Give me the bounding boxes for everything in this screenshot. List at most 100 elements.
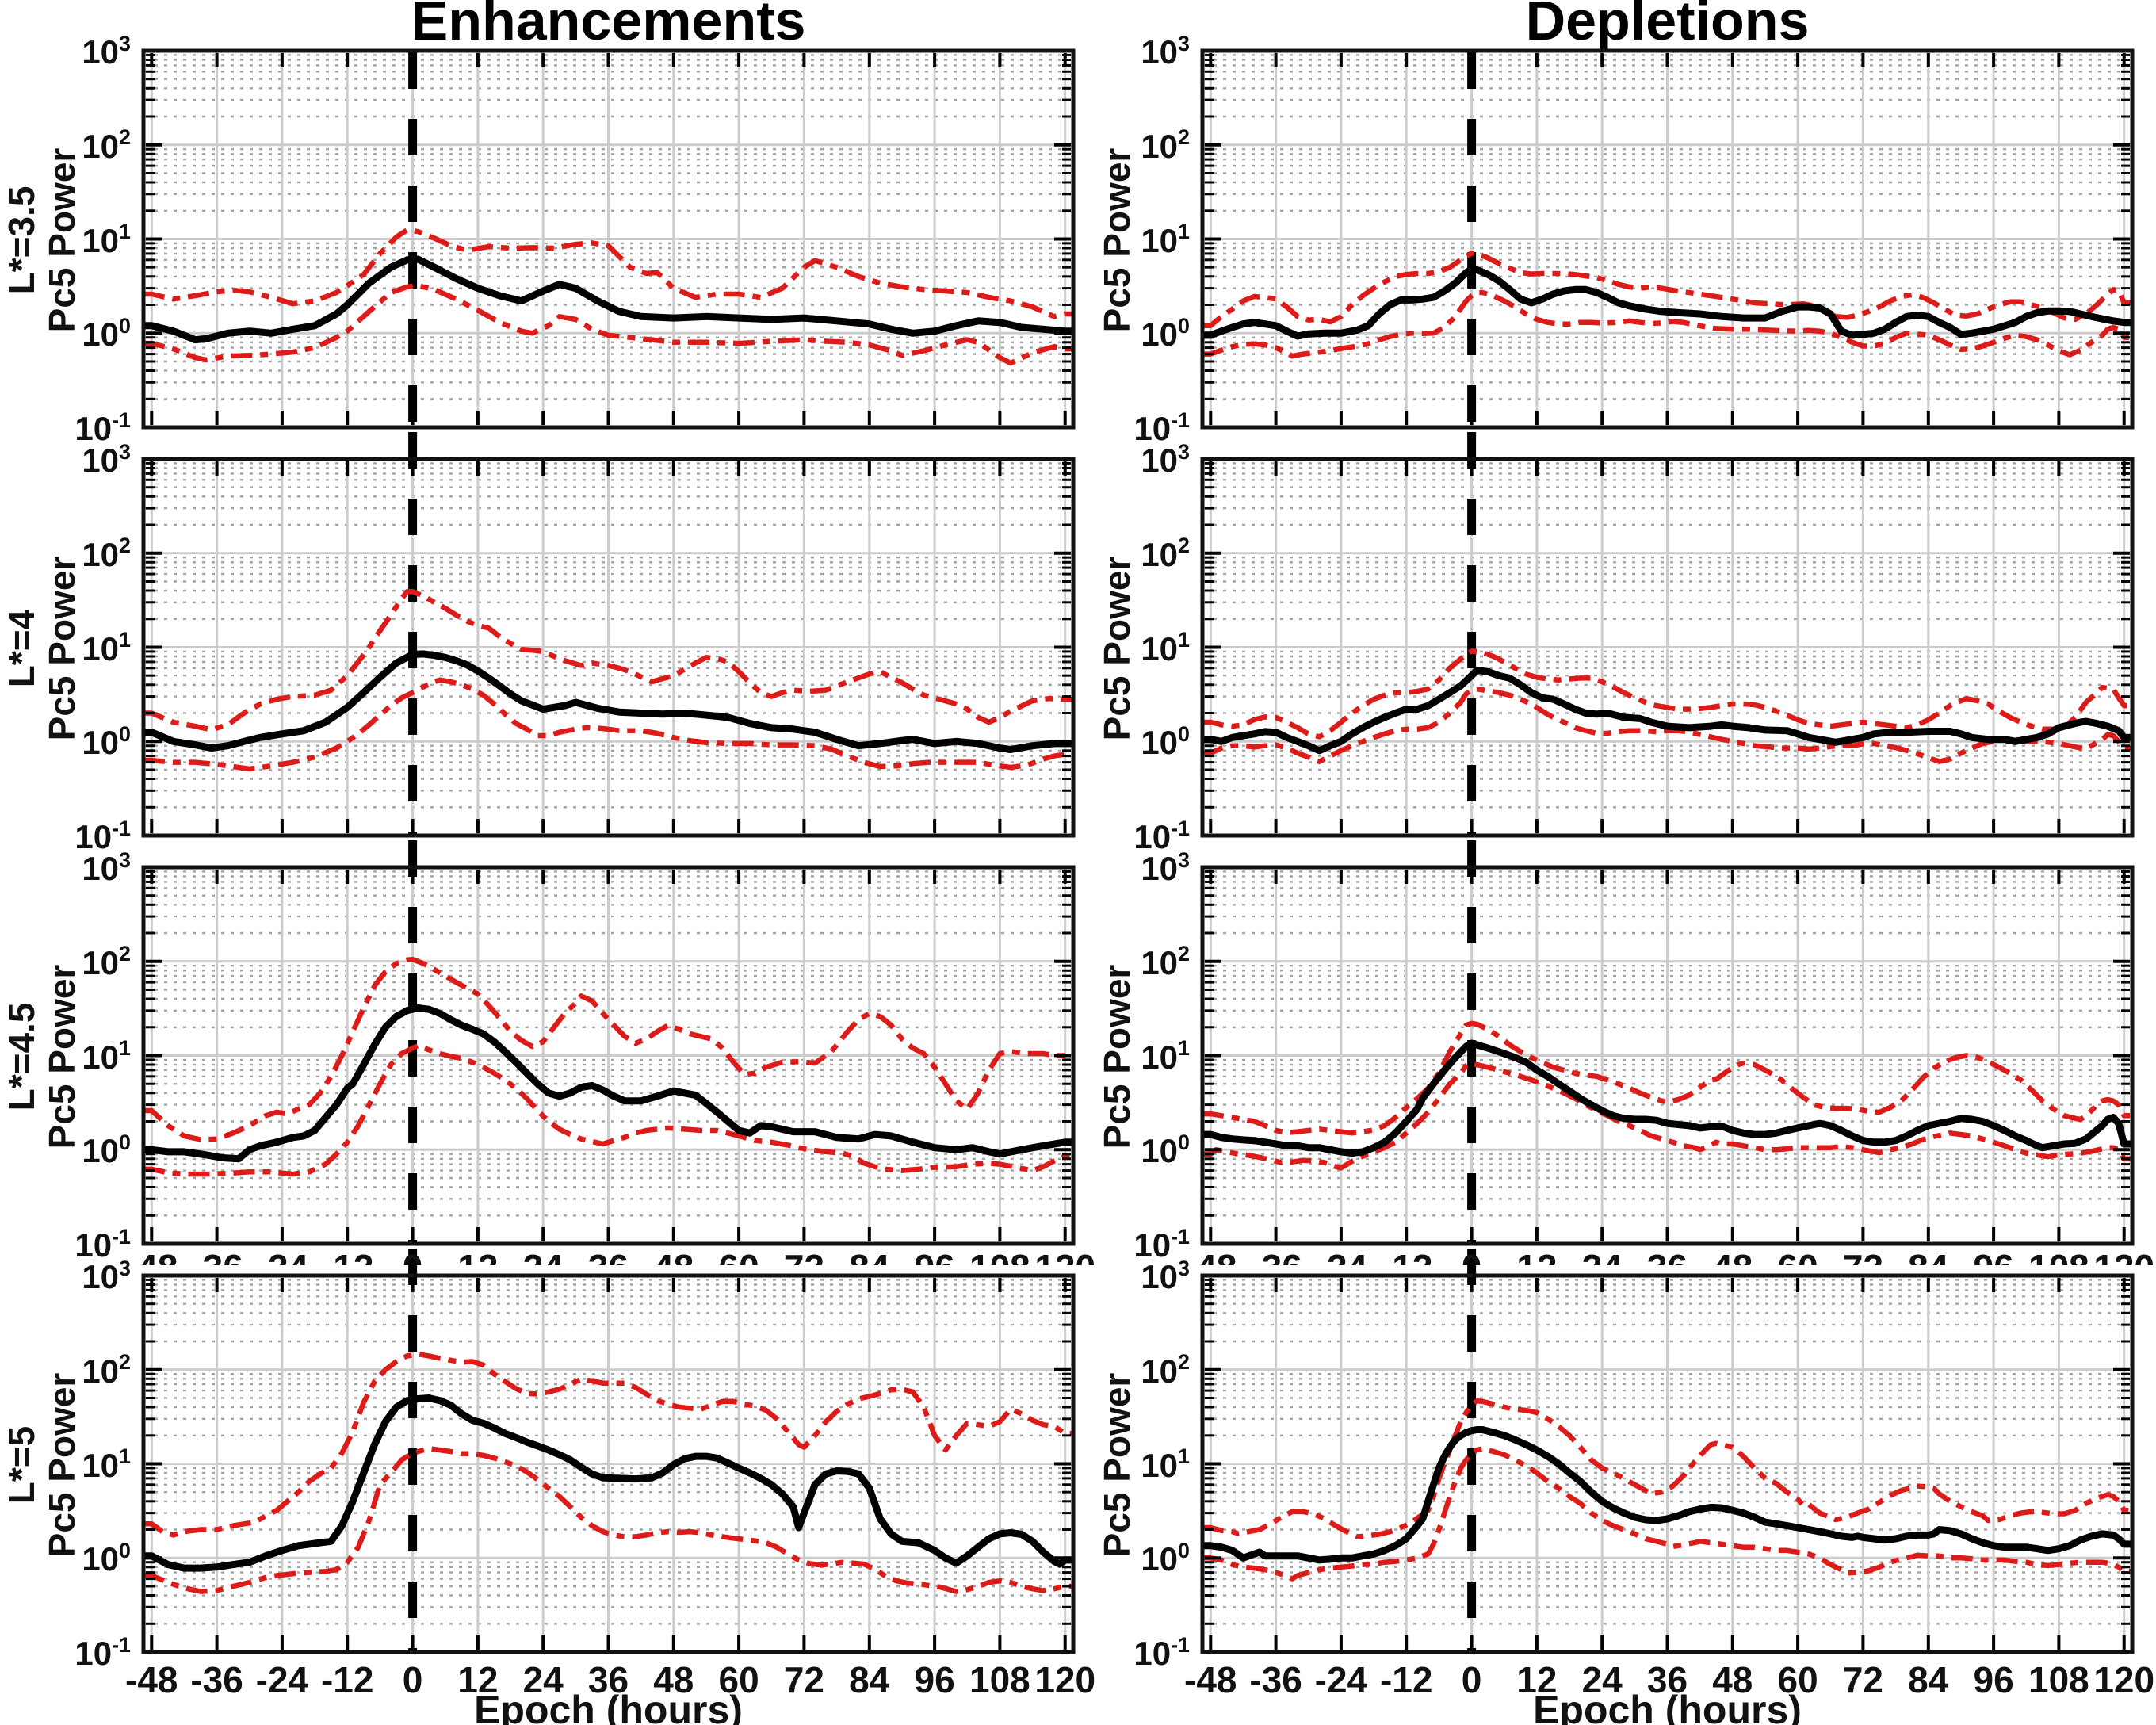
x-tick-label: 48 [1712, 1659, 1753, 1700]
y-tick-label: 103 [82, 847, 131, 887]
x-tick-label: 36 [1646, 1659, 1688, 1700]
x-tick-label: 12 [457, 1659, 499, 1700]
x-tick-label-clipped: 48 [1669, 1254, 1796, 1265]
x-tick-label: 48 [653, 1659, 694, 1700]
y-tick-label: 102 [1141, 1350, 1190, 1390]
y-tick-label: 100 [1141, 1130, 1190, 1170]
x-tick-label: -24 [255, 1659, 309, 1700]
x-tick-label-clipped: 108 [936, 1254, 1063, 1265]
x-tick-label-clipped: -48 [1147, 1254, 1274, 1265]
x-tick-label-clipped: 108 [1995, 1254, 2122, 1265]
panel-depletions-L5 [1200, 1249, 2135, 1654]
panel-enhancements-L4 [141, 432, 1076, 838]
y-tick-label: 10-1 [75, 816, 131, 855]
y-axis-label: Pc5 Power [1096, 1372, 1137, 1557]
y-tick-label: 102 [82, 942, 131, 981]
x-tick-label-clipped: 60 [675, 1254, 802, 1265]
x-tick-label: 108 [2028, 1659, 2089, 1700]
x-tick-label-clipped: 48 [610, 1254, 737, 1265]
panel-enhancements-L4.5 [141, 840, 1076, 1246]
x-tick-label-clipped: -24 [1278, 1254, 1405, 1265]
y-tick-label: 101 [1141, 220, 1190, 259]
y-tick-label: 103 [82, 439, 131, 479]
y-tick-label: 100 [1141, 721, 1190, 762]
panel-depletions-L3.5 [1200, 48, 2135, 430]
y-tick-label: 102 [1141, 125, 1190, 165]
y-tick-label: 103 [1141, 847, 1190, 887]
x-tick-label: -12 [320, 1659, 374, 1700]
x-tick-label-clipped: -36 [154, 1254, 281, 1265]
x-tick-label: 84 [1908, 1659, 1949, 1700]
x-tick-label: -12 [1379, 1659, 1433, 1700]
x-tick-label: 120 [1034, 1659, 1096, 1700]
x-tick-label-clipped: 24 [480, 1254, 606, 1265]
y-tick-label: 101 [82, 628, 131, 667]
y-tick-label: 10-1 [75, 407, 131, 447]
y-tick-label: 101 [1141, 628, 1190, 667]
x-tick-label-clipped: 120 [1002, 1254, 1129, 1265]
y-tick-label: 102 [82, 1350, 131, 1390]
row-label-lstar: L*=4 [1, 609, 42, 687]
x-tick-label: 36 [587, 1659, 629, 1700]
x-tick-label: 108 [969, 1659, 1030, 1700]
y-tick-label: 103 [82, 31, 131, 71]
x-tick-label: 60 [1777, 1659, 1818, 1700]
x-tick-label: 12 [1516, 1659, 1558, 1700]
y-axis-label: Pc5 Power [41, 1372, 82, 1557]
y-tick-label: 10-1 [1133, 1632, 1190, 1672]
x-tick-label-clipped: -12 [284, 1254, 411, 1265]
x-tick-label: -36 [190, 1659, 243, 1700]
x-tick-label-clipped: -36 [1213, 1254, 1340, 1265]
y-tick-label: 102 [82, 125, 131, 165]
y-tick-label: 10-1 [75, 1632, 131, 1672]
row-label-lstar: L*=5 [1, 1425, 42, 1504]
x-tick-label-clipped: 0 [350, 1254, 476, 1265]
x-tick-label: 24 [1581, 1659, 1623, 1700]
row-label-lstar: L*=4.5 [1, 1002, 42, 1111]
x-tick-label-clipped: 120 [2061, 1254, 2156, 1265]
y-tick-label: 100 [82, 1538, 131, 1578]
x-tick-label-clipped: 60 [1734, 1254, 1861, 1265]
y-tick-label: 101 [82, 1444, 131, 1484]
x-tick-label-clipped: 84 [1865, 1254, 1992, 1265]
x-tick-label-clipped: 72 [1799, 1254, 1926, 1265]
y-tick-label: 102 [1141, 534, 1190, 573]
x-tick-label: -48 [125, 1659, 178, 1700]
x-tick-label-clipped: 36 [1604, 1254, 1731, 1265]
x-tick-label: 96 [1973, 1659, 2014, 1700]
y-tick-label: 103 [1141, 1256, 1190, 1295]
x-tick-label-clipped: 0 [1409, 1254, 1535, 1265]
x-tick-label-clipped: 96 [871, 1254, 998, 1265]
y-axis-label: Pc5 Power [1096, 556, 1137, 740]
x-tick-label: 0 [1461, 1659, 1482, 1700]
y-axis-label: Pc5 Power [41, 964, 82, 1149]
x-tick-label: -36 [1249, 1659, 1302, 1700]
x-tick-label-clipped: -12 [1343, 1254, 1470, 1265]
x-tick-label: 72 [1842, 1659, 1884, 1700]
y-tick-label: 100 [82, 1130, 131, 1170]
y-axis-label: Pc5 Power [1096, 964, 1137, 1149]
y-axis-label: Pc5 Power [41, 147, 82, 332]
y-tick-label: 10-1 [1133, 816, 1190, 855]
x-tick-label-clipped: 24 [1539, 1254, 1665, 1265]
y-tick-label: 102 [1141, 942, 1190, 981]
x-tick-label: 84 [849, 1659, 890, 1700]
panel-enhancements-L5 [141, 1249, 1076, 1654]
panel-depletions-L4 [1200, 432, 2135, 838]
x-tick-label-clipped: 12 [415, 1254, 541, 1265]
y-tick-label: 101 [82, 220, 131, 259]
y-tick-label: 100 [1141, 1538, 1190, 1578]
y-tick-label: 101 [1141, 1444, 1190, 1484]
x-tick-label: 24 [522, 1659, 564, 1700]
x-tick-label-clipped: 96 [1930, 1254, 2057, 1265]
row-label-lstar: L*=3.5 [1, 186, 42, 294]
panel-depletions-L4.5 [1200, 840, 2135, 1246]
y-tick-label: 10-1 [75, 1224, 131, 1264]
column-title-depletions: Depletions [1525, 0, 1810, 52]
x-tick-label-clipped: 12 [1474, 1254, 1600, 1265]
y-tick-label: 100 [82, 313, 131, 354]
